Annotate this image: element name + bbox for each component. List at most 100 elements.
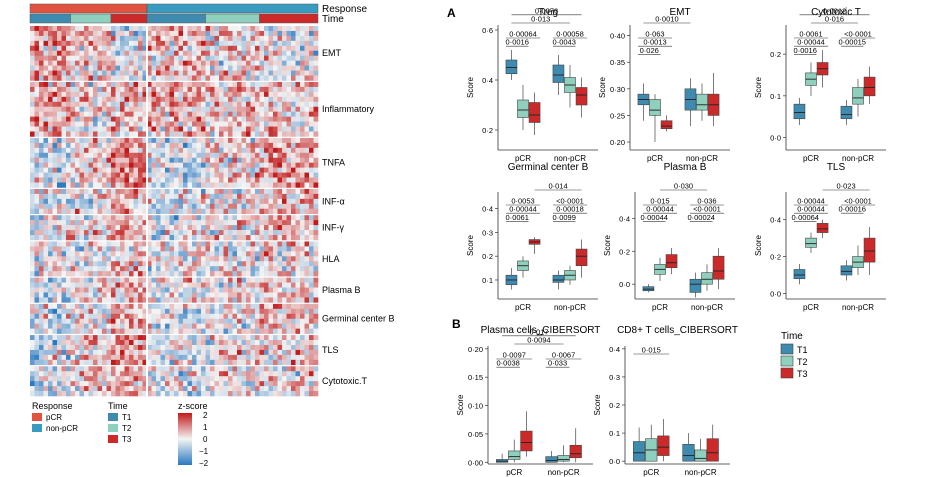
heatmap-cell: [300, 215, 305, 221]
heatmap-cell: [106, 323, 112, 329]
heatmap-cell: [115, 292, 121, 298]
heatmap-row-label: EMT: [322, 48, 342, 58]
heatmap-cell: [52, 230, 58, 236]
heatmap-cell: [282, 349, 287, 356]
heatmap-cell: [309, 131, 314, 137]
heatmap-cell: [228, 391, 233, 397]
heatmap-cell: [273, 111, 278, 117]
heatmap-cell: [93, 177, 98, 183]
heatmap-cell: [241, 287, 247, 293]
heatmap-cell: [151, 126, 157, 132]
heatmap-cell: [282, 271, 287, 277]
heatmap-cell: [160, 354, 166, 361]
heatmap-cell: [147, 137, 152, 144]
heatmap-cell: [75, 26, 80, 32]
heatmap-cell: [97, 142, 103, 149]
heatmap-cell: [75, 177, 80, 183]
heatmap-cell: [192, 235, 197, 241]
heatmap-cell: [169, 75, 175, 81]
heatmap-cell: [124, 235, 130, 241]
heatmap-cell: [291, 215, 296, 221]
heatmap-cell: [210, 313, 215, 320]
heatmap-cell: [241, 131, 247, 137]
heatmap-cell: [79, 225, 85, 231]
heatmap-row-label: Plasma B: [322, 285, 361, 295]
y-tick-label: 0·4: [482, 76, 493, 85]
heatmap-cell: [70, 167, 76, 173]
heatmap-cell: [264, 121, 269, 127]
heatmap-cell: [178, 198, 184, 205]
heatmap-cell: [228, 328, 233, 334]
heatmap-cell: [102, 40, 107, 47]
heatmap-cell: [214, 157, 220, 163]
heatmap-cell: [255, 313, 260, 320]
legend-time-t3-swatch: [108, 435, 118, 443]
heatmap-cell: [300, 261, 305, 267]
heatmap-cell: [201, 344, 206, 351]
heatmap-cell: [313, 277, 319, 283]
heatmap-cell: [43, 157, 49, 163]
heatmap-cell: [70, 308, 76, 315]
heatmap-cell: [313, 91, 319, 98]
heatmap-cell: [169, 292, 175, 298]
heatmap-cell: [165, 277, 170, 283]
heatmap-cell: [205, 371, 211, 377]
heatmap-cell: [178, 335, 184, 341]
y-axis-label: Score: [593, 394, 602, 415]
heatmap-cell: [241, 282, 247, 288]
heatmap-cell: [156, 40, 161, 47]
heatmap-cell: [133, 241, 139, 247]
heatmap-cell: [66, 70, 71, 76]
heatmap-cell: [70, 182, 76, 188]
heatmap-cell: [133, 81, 139, 88]
heatmap-cell: [52, 354, 58, 361]
heatmap-cell: [183, 246, 188, 252]
heatmap-cell: [196, 198, 202, 205]
heatmap-cell: [52, 386, 58, 392]
heatmap-cell: [178, 177, 184, 183]
heatmap-cell: [264, 230, 269, 236]
heatmap-cell: [97, 277, 103, 283]
heatmap-cell: [52, 152, 58, 159]
heatmap-cell: [39, 225, 44, 231]
heatmap-cell: [268, 318, 274, 324]
heatmap-cell: [286, 220, 292, 226]
heatmap-cell: [219, 116, 224, 122]
heatmap-cell: [30, 126, 35, 132]
heatmap-cell: [48, 376, 53, 382]
heatmap-cell: [250, 208, 256, 215]
heatmap-cell: [291, 40, 296, 47]
heatmap-cell: [75, 349, 80, 356]
heatmap-cell: [129, 246, 134, 252]
heatmap-cell: [201, 215, 206, 221]
heatmap-cell: [282, 282, 287, 288]
heatmap-cell: [106, 340, 112, 346]
heatmap-cell: [30, 182, 35, 188]
heatmap-cell: [313, 26, 319, 32]
heatmap-cell: [205, 230, 211, 236]
heatmap-cell: [34, 303, 40, 310]
heatmap-cell: [165, 344, 170, 351]
heatmap-cell: [34, 55, 40, 61]
heatmap-cell: [115, 266, 121, 272]
heatmap-cell: [138, 277, 143, 283]
heatmap-cell: [115, 241, 121, 247]
heatmap-cell: [223, 45, 229, 52]
heatmap-cell: [48, 318, 53, 324]
heatmap-cell: [268, 246, 274, 252]
heatmap-cell: [111, 55, 116, 61]
heatmap-cell: [286, 152, 292, 159]
heatmap-cell: [223, 287, 229, 293]
heatmap-cell: [102, 371, 107, 377]
heatmap-cell: [129, 328, 134, 334]
heatmap-cell: [214, 50, 220, 57]
heatmap-cell: [246, 55, 251, 61]
heatmap-cell: [196, 162, 202, 168]
heatmap-cell: [313, 381, 319, 387]
heatmap-cell: [160, 50, 166, 57]
heatmap-cell: [30, 60, 35, 66]
heatmap-cell: [255, 344, 260, 351]
heatmap-cell: [205, 177, 211, 183]
heatmap-cell: [39, 203, 44, 210]
heatmap-cell: [192, 106, 197, 112]
